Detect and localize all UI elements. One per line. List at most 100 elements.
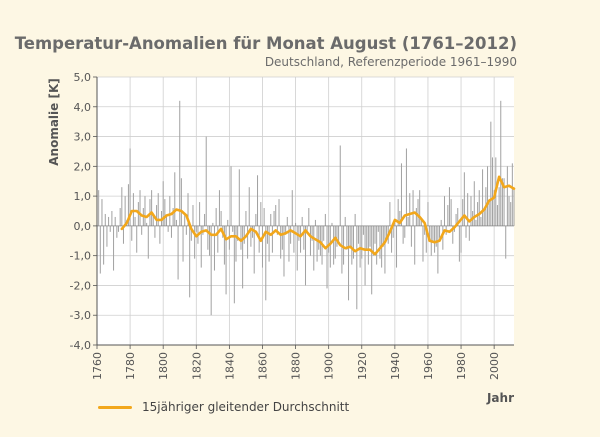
- anomaly-bar: [331, 222, 333, 226]
- anomaly-bar: [343, 225, 345, 265]
- anomaly-bar: [369, 225, 371, 247]
- anomaly-bar: [323, 225, 325, 241]
- anomaly-bar: [309, 225, 311, 256]
- anomaly-bar: [404, 225, 406, 238]
- anomaly-bar: [260, 202, 262, 226]
- anomaly-bar: [377, 225, 379, 232]
- x-tick-label: 1840: [223, 352, 236, 380]
- anomaly-bar: [190, 225, 192, 241]
- anomaly-bar: [382, 225, 384, 247]
- anomaly-bar: [209, 225, 211, 256]
- x-tick-label: 1780: [124, 352, 137, 380]
- anomaly-bar: [256, 175, 259, 226]
- y-tick-label: -3,0: [70, 309, 91, 322]
- y-tick-label: 0,0: [74, 220, 92, 233]
- anomaly-bar: [513, 187, 515, 226]
- anomaly-bar: [491, 157, 494, 226]
- anomaly-bar: [336, 225, 338, 247]
- anomaly-bar: [301, 216, 303, 226]
- anomaly-bar: [470, 196, 472, 226]
- anomaly-bar: [391, 225, 393, 253]
- anomaly-bar: [268, 225, 270, 262]
- y-tick-label: -1,0: [70, 250, 91, 263]
- y-tick-label: 3,0: [74, 131, 92, 144]
- anomaly-bar: [439, 225, 441, 238]
- anomaly-bar: [473, 181, 475, 226]
- anomaly-bar: [450, 199, 452, 226]
- anomaly-bar: [366, 225, 368, 250]
- anomaly-bar: [493, 190, 495, 226]
- anomaly-bar: [352, 225, 355, 259]
- anomaly-bar: [98, 190, 100, 226]
- anomaly-bar: [296, 225, 298, 271]
- anomaly-bar: [500, 100, 502, 226]
- anomaly-bar: [187, 193, 189, 226]
- x-tick-label: 1940: [389, 352, 402, 380]
- x-tick-label: 1900: [323, 352, 336, 380]
- anomaly-bar: [349, 225, 351, 247]
- anomaly-bar: [129, 148, 131, 226]
- anomaly-bar: [465, 225, 467, 238]
- anomaly-bar: [412, 190, 414, 226]
- anomaly-bar: [319, 225, 321, 256]
- anomaly-bar: [333, 225, 335, 265]
- legend-label: 15jähriger gleitender Durchschnitt: [142, 400, 350, 414]
- axis-layer: -4,0 -3,0 -2,0 -1,0 0,0 1,0 2,0 3,0 4,0 5,0 1760 17…: [70, 71, 514, 380]
- legend-line-swatch: [98, 405, 132, 409]
- anomaly-bar: [440, 219, 442, 226]
- anomaly-bar: [213, 225, 216, 271]
- anomaly-bar: [311, 225, 313, 241]
- anomaly-bar: [303, 225, 305, 250]
- anomaly-bar: [117, 225, 120, 232]
- anomaly-bar: [232, 225, 234, 232]
- anomaly-bar: [419, 190, 421, 226]
- anomaly-bar: [386, 225, 388, 238]
- anomaly-bar: [308, 208, 310, 226]
- anomaly-bar: [280, 225, 282, 259]
- anomaly-bar: [511, 163, 513, 226]
- anomaly-bar: [127, 184, 129, 226]
- anomaly-bar: [313, 225, 315, 271]
- anomaly-bar: [177, 225, 179, 280]
- anomaly-bar: [480, 216, 482, 226]
- anomaly-bar: [400, 163, 402, 226]
- x-tick-label: 1820: [190, 352, 203, 380]
- chart-legend: 15jähriger gleitender Durchschnitt: [98, 400, 349, 414]
- anomaly-bar: [184, 213, 186, 226]
- anomaly-bar: [432, 225, 434, 241]
- anomaly-bar: [295, 222, 297, 226]
- anomaly-bar: [195, 225, 197, 232]
- anomaly-bar: [348, 225, 350, 301]
- anomaly-bar: [443, 196, 446, 226]
- anomaly-bar: [506, 166, 508, 226]
- anomaly-bar: [374, 225, 376, 244]
- anomaly-bar: [217, 225, 219, 253]
- anomaly-bar: [429, 225, 431, 238]
- anomaly-bar: [192, 205, 194, 226]
- anomaly-bar: [442, 225, 444, 250]
- anomaly-bar: [199, 202, 201, 226]
- anomaly-bar: [210, 225, 212, 316]
- anomaly-bar: [452, 225, 454, 244]
- moving-average-line: [120, 175, 516, 256]
- anomaly-bar: [503, 178, 505, 226]
- anomaly-bar: [119, 208, 121, 226]
- anomaly-bar: [175, 219, 177, 226]
- anomaly-bar: [116, 225, 118, 238]
- anomaly-bar: [167, 225, 169, 232]
- anomaly-bar: [111, 211, 113, 226]
- anomaly-bar: [339, 145, 341, 226]
- anomaly-bar: [109, 225, 111, 232]
- anomaly-bar: [121, 187, 123, 226]
- anomaly-bar: [245, 211, 247, 226]
- anomaly-bar: [248, 187, 250, 226]
- anomaly-bar: [384, 225, 386, 274]
- anomaly-bar: [134, 216, 136, 226]
- anomaly-bar: [114, 216, 116, 226]
- anomaly-bar: [354, 213, 356, 226]
- anomaly-bar: [283, 225, 285, 277]
- anomaly-bar: [266, 225, 268, 244]
- anomaly-bar: [346, 225, 348, 250]
- anomaly-bar: [144, 196, 146, 226]
- anomaly-bar: [225, 225, 227, 295]
